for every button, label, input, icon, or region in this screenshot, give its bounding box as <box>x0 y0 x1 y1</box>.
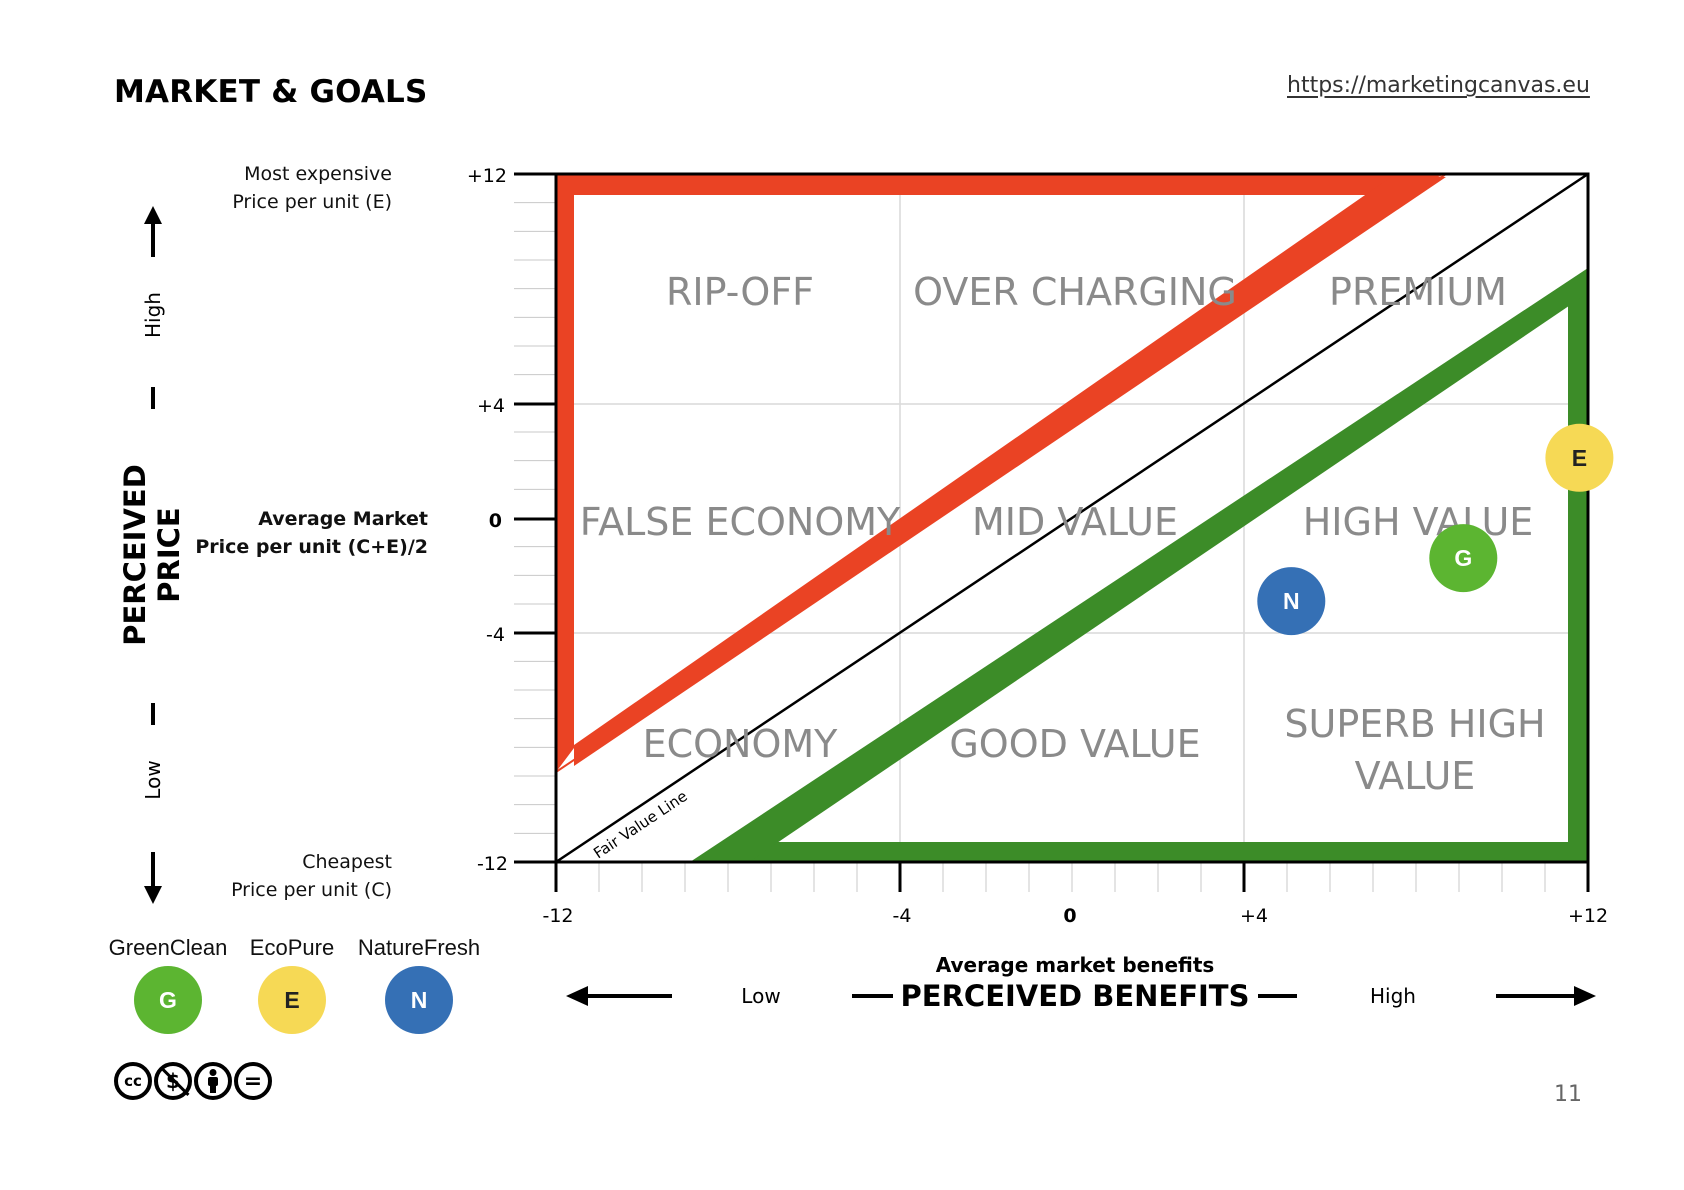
x-axis-subtitle: Average market benefits <box>936 953 1215 977</box>
y-mid-label-line2: Price per unit (C+E)/2 <box>195 536 428 558</box>
x-axis-title: PERCEIVED BENEFITS <box>901 979 1250 1013</box>
zone-economy: ECONOMY <box>643 722 839 766</box>
brand-point-label: E <box>1572 445 1587 471</box>
x-tick-label: -4 <box>893 905 912 927</box>
page-number: 11 <box>1554 1082 1582 1107</box>
y-bottom-label-line2: Price per unit (C) <box>231 879 392 901</box>
y-top-label-line1: Most expensive <box>244 163 392 185</box>
zone-high-value: HIGH VALUE <box>1303 500 1534 544</box>
brand-point-label: G <box>1454 545 1472 571</box>
y-mid-label: Average Market Price per unit (C+E)/2 <box>195 505 428 561</box>
y-tick-labels: +12 +4 0 -4 -12 <box>467 165 508 875</box>
zone-mid-value: MID VALUE <box>972 500 1178 544</box>
zone-rip-off: RIP-OFF <box>666 270 814 314</box>
y-top-label-line2: Price per unit (E) <box>232 191 392 213</box>
x-minor-ticks <box>555 862 1589 892</box>
y-tick-label: -4 <box>486 624 505 646</box>
brand-point-label: N <box>1283 588 1300 614</box>
fair-value-line <box>555 172 1589 864</box>
y-bottom-label-line1: Cheapest <box>302 851 392 873</box>
page-title: MARKET & GOALS <box>114 74 428 110</box>
creative-commons-license-icon: cc $ = <box>114 1062 272 1100</box>
noncommercial-icon: $ <box>154 1062 192 1100</box>
legend-dot-naturefresh: N <box>385 966 453 1034</box>
website-link[interactable]: https://marketingcanvas.eu <box>1287 73 1590 98</box>
right-arrow-icon <box>1496 986 1596 1006</box>
x-tick-labels: -12 -4 0 +4 +12 <box>542 905 1608 927</box>
brand-point-g: G <box>1429 524 1498 593</box>
legend-dot-greenclean: G <box>134 966 202 1034</box>
zone-good-value: GOOD VALUE <box>949 722 1200 766</box>
x-high-label: High <box>1370 984 1416 1008</box>
x-tick-label: -12 <box>542 905 573 927</box>
y-tick-label: +12 <box>467 165 507 187</box>
brand-point-marker <box>1429 524 1498 593</box>
y-tick-label: 0 <box>489 510 502 532</box>
x-tick-label: +12 <box>1568 905 1608 927</box>
y-tick-label: -12 <box>477 853 508 875</box>
attribution-person-icon <box>194 1062 232 1100</box>
no-derivatives-icon: = <box>234 1062 272 1100</box>
zone-false-economy: FALSE ECONOMY <box>580 500 901 544</box>
zone-superb-high: SUPERB HIGH <box>1284 702 1545 746</box>
legend-name-naturefresh: NatureFresh <box>357 935 481 960</box>
y-major-ticks <box>514 172 556 864</box>
down-arrow-icon <box>144 840 162 904</box>
brand-point-marker <box>1545 423 1614 492</box>
brand-point-n: N <box>1257 567 1326 636</box>
zone-premium: PREMIUM <box>1329 270 1507 314</box>
zone-labels: RIP-OFF OVER CHARGING PREMIUM FALSE ECON… <box>580 270 1546 798</box>
cc-icon: cc <box>114 1062 152 1100</box>
x-tick-label: 0 <box>1063 905 1076 927</box>
x-major-ticks <box>554 862 1590 892</box>
x-tick-label: +4 <box>1240 905 1268 927</box>
up-arrow-icon <box>144 200 162 257</box>
legend-dot-ecopure: E <box>258 966 326 1034</box>
x-low-label: Low <box>741 984 780 1008</box>
brand-points: E G N <box>1257 423 1614 636</box>
zone-superb-value: VALUE <box>1355 754 1476 798</box>
y-top-label: Most expensive Price per unit (E) <box>232 160 392 216</box>
brand-point-e: E <box>1545 423 1614 492</box>
y-low-dash <box>151 703 155 725</box>
y-high-dash <box>151 387 155 409</box>
fair-value-line-label: Fair Value Line <box>590 787 690 862</box>
zone-over-charging: OVER CHARGING <box>913 270 1237 314</box>
y-mid-label-line1: Average Market <box>258 508 428 530</box>
brand-point-marker <box>1257 567 1326 636</box>
left-arrow-icon <box>566 986 672 1006</box>
y-bottom-label: Cheapest Price per unit (C) <box>231 848 392 904</box>
overpriced-band-diagonal <box>574 177 1446 766</box>
y-tick-label: +4 <box>477 395 505 417</box>
legend-name-ecopure: EcoPure <box>249 935 335 960</box>
good-value-band-diagonal <box>690 268 1588 862</box>
legend-name-greenclean: GreenClean <box>108 935 228 960</box>
